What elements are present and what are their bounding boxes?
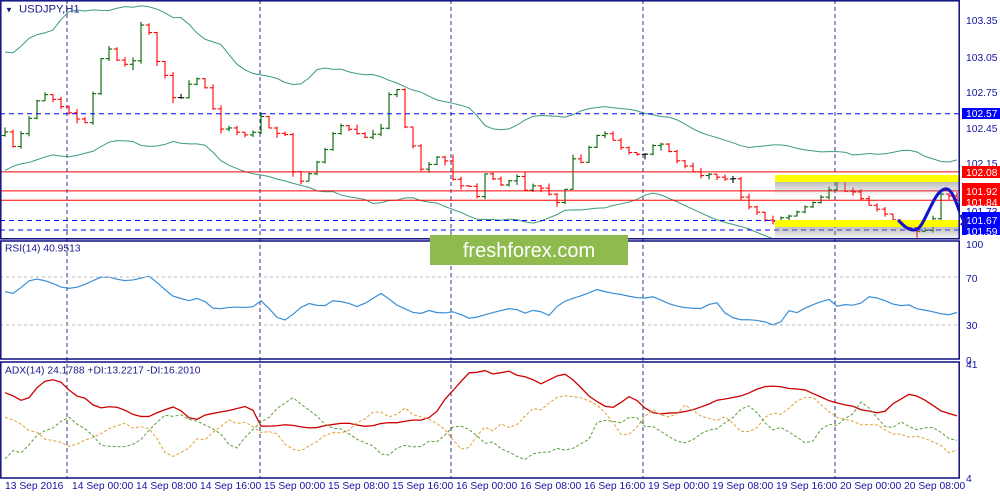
- svg-text:15 Sep 00:00: 15 Sep 00:00: [264, 481, 326, 492]
- svg-text:16 Sep 00:00: 16 Sep 00:00: [456, 481, 518, 492]
- svg-text:4: 4: [966, 474, 972, 485]
- svg-text:20 Sep 00:00: 20 Sep 00:00: [840, 481, 902, 492]
- svg-text:19 Sep 00:00: 19 Sep 00:00: [648, 481, 710, 492]
- svg-text:102.75: 102.75: [966, 88, 998, 99]
- svg-text:101.67: 101.67: [966, 216, 998, 227]
- svg-text:101.59: 101.59: [966, 227, 998, 238]
- svg-text:13 Sep 2016: 13 Sep 2016: [5, 481, 64, 492]
- svg-text:16 Sep 08:00: 16 Sep 08:00: [520, 481, 582, 492]
- svg-text:100: 100: [966, 240, 983, 251]
- svg-text:103.35: 103.35: [966, 16, 998, 27]
- svg-text:20 Sep 08:00: 20 Sep 08:00: [904, 481, 966, 492]
- svg-text:14 Sep 16:00: 14 Sep 16:00: [200, 481, 262, 492]
- svg-text:14 Sep 08:00: 14 Sep 08:00: [136, 481, 198, 492]
- svg-text:15 Sep 16:00: 15 Sep 16:00: [392, 481, 454, 492]
- svg-text:19 Sep 08:00: 19 Sep 08:00: [712, 481, 774, 492]
- svg-text:41: 41: [966, 360, 978, 371]
- svg-text:70: 70: [966, 274, 978, 285]
- svg-text:ADX(14) 24.1788 +DI:13.2217 -D: ADX(14) 24.1788 +DI:13.2217 -DI:16.2010: [5, 366, 201, 377]
- svg-text:16 Sep 16:00: 16 Sep 16:00: [584, 481, 646, 492]
- svg-text:30: 30: [966, 321, 978, 332]
- svg-text:103.05: 103.05: [966, 53, 998, 64]
- svg-text:101.92: 101.92: [966, 187, 998, 198]
- svg-text:USDJPY,H1: USDJPY,H1: [19, 4, 80, 16]
- svg-text:▼: ▼: [5, 6, 13, 15]
- svg-text:102.57: 102.57: [966, 109, 998, 120]
- svg-text:14 Sep 00:00: 14 Sep 00:00: [72, 481, 134, 492]
- svg-text:19 Sep 16:00: 19 Sep 16:00: [776, 481, 838, 492]
- svg-text:freshforex.com: freshforex.com: [463, 240, 595, 262]
- svg-text:15 Sep 08:00: 15 Sep 08:00: [328, 481, 390, 492]
- svg-text:102.45: 102.45: [966, 124, 998, 135]
- svg-text:102.08: 102.08: [966, 168, 998, 179]
- svg-text:RSI(14) 40.9513: RSI(14) 40.9513: [5, 244, 81, 255]
